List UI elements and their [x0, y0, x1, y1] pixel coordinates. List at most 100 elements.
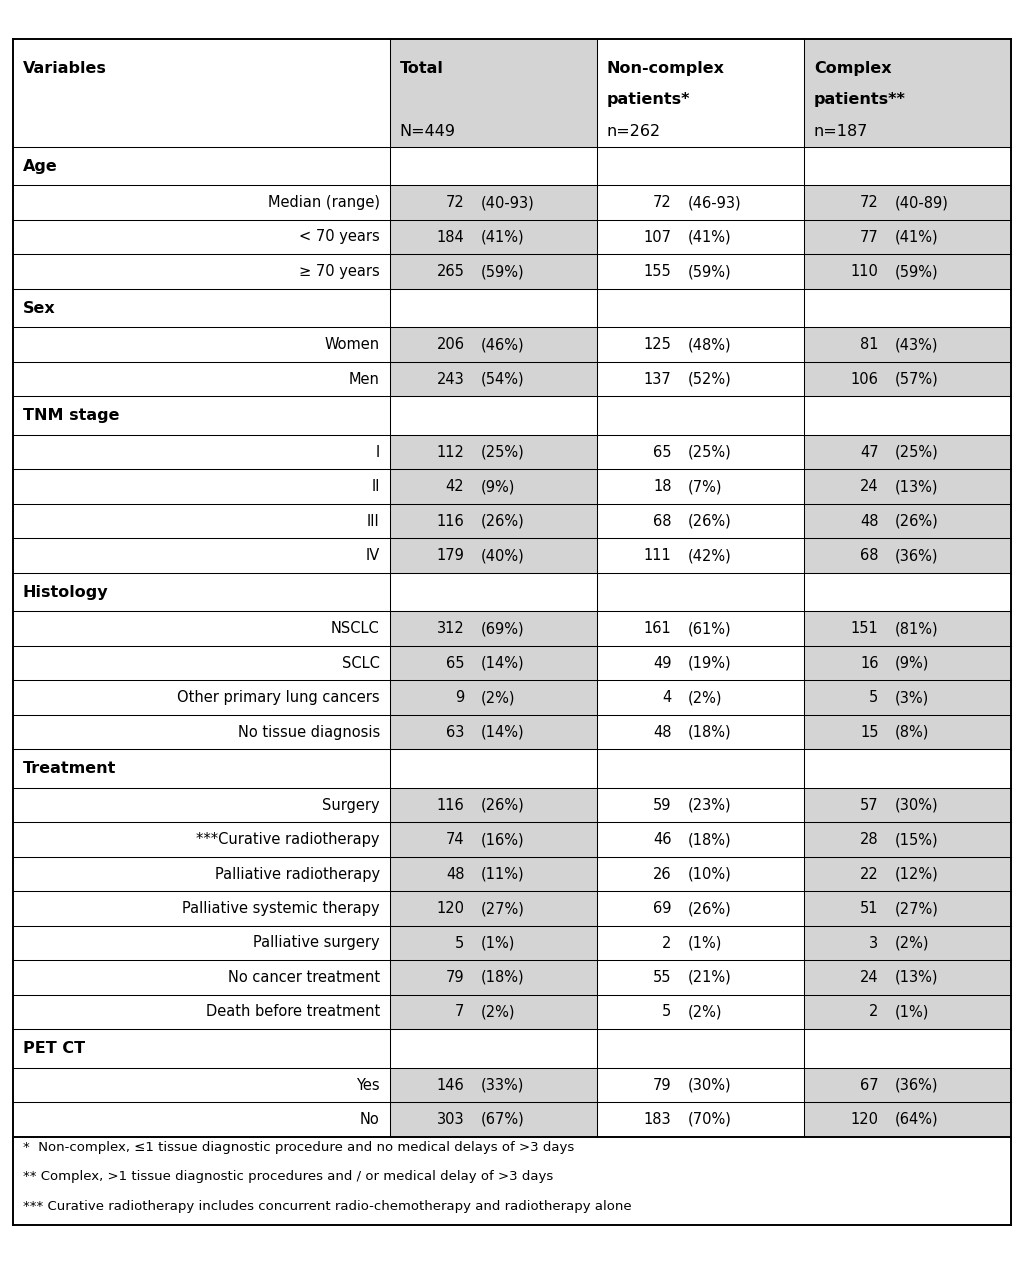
Text: Other primary lung cancers: Other primary lung cancers — [177, 689, 380, 705]
Bar — [597, 361, 804, 397]
Bar — [597, 715, 804, 749]
Text: 79: 79 — [445, 971, 465, 985]
Bar — [597, 681, 804, 715]
Bar — [390, 186, 597, 220]
Bar — [13, 572, 1011, 612]
Text: 65: 65 — [653, 444, 672, 459]
Text: 2: 2 — [663, 935, 672, 950]
Text: I: I — [376, 444, 380, 459]
Bar — [597, 254, 804, 289]
Text: Palliative radiotherapy: Palliative radiotherapy — [215, 866, 380, 881]
Text: 9: 9 — [455, 689, 465, 705]
Text: (23%): (23%) — [687, 798, 731, 813]
Text: 2: 2 — [869, 1005, 879, 1019]
Text: (26%): (26%) — [687, 901, 731, 916]
Text: Yes: Yes — [356, 1077, 380, 1093]
Text: 5: 5 — [663, 1005, 672, 1019]
Bar — [804, 1103, 1011, 1137]
Text: 106: 106 — [851, 371, 879, 387]
Text: NSCLC: NSCLC — [331, 621, 380, 636]
Text: III: III — [367, 514, 380, 528]
Bar — [390, 681, 597, 715]
Bar — [390, 892, 597, 926]
Text: 112: 112 — [436, 444, 465, 459]
Text: (18%): (18%) — [687, 725, 731, 739]
Bar — [804, 361, 1011, 397]
Bar — [597, 220, 804, 254]
Text: 22: 22 — [860, 866, 879, 881]
Text: SCLC: SCLC — [342, 655, 380, 670]
Text: 151: 151 — [851, 621, 879, 636]
Text: (26%): (26%) — [895, 514, 938, 528]
Text: (40-93): (40-93) — [480, 195, 535, 210]
Text: (1%): (1%) — [480, 935, 515, 950]
Bar — [390, 361, 597, 397]
Text: (43%): (43%) — [895, 337, 938, 352]
Text: (30%): (30%) — [895, 798, 938, 813]
Bar — [597, 857, 804, 892]
Text: No tissue diagnosis: No tissue diagnosis — [238, 725, 380, 739]
Text: 15: 15 — [860, 725, 879, 739]
Text: 72: 72 — [860, 195, 879, 210]
Text: Palliative surgery: Palliative surgery — [253, 935, 380, 950]
Bar — [13, 1103, 390, 1137]
Bar — [13, 220, 390, 254]
Text: (21%): (21%) — [687, 971, 731, 985]
Bar — [804, 892, 1011, 926]
Bar — [390, 822, 597, 857]
Text: II: II — [372, 480, 380, 494]
Text: (1%): (1%) — [687, 935, 722, 950]
Text: (15%): (15%) — [895, 832, 938, 847]
Text: No cancer treatment: No cancer treatment — [227, 971, 380, 985]
Text: 18: 18 — [653, 480, 672, 494]
Text: (26%): (26%) — [480, 514, 524, 528]
Bar — [804, 822, 1011, 857]
Bar — [390, 469, 597, 504]
Text: 24: 24 — [860, 480, 879, 494]
Bar — [390, 715, 597, 749]
Text: (41%): (41%) — [687, 229, 731, 244]
Text: IV: IV — [366, 548, 380, 563]
Text: (25%): (25%) — [687, 444, 731, 459]
Text: 4: 4 — [663, 689, 672, 705]
Bar — [390, 926, 597, 960]
Text: 77: 77 — [860, 229, 879, 244]
Bar — [804, 327, 1011, 361]
Text: (61%): (61%) — [687, 621, 731, 636]
Text: 161: 161 — [644, 621, 672, 636]
Bar — [597, 646, 804, 681]
Text: 125: 125 — [644, 337, 672, 352]
Bar — [804, 612, 1011, 646]
Bar — [390, 995, 597, 1029]
Bar — [597, 787, 804, 822]
Bar — [13, 435, 390, 469]
Text: (9%): (9%) — [480, 480, 515, 494]
Text: 183: 183 — [644, 1112, 672, 1127]
Bar — [13, 822, 390, 857]
Bar — [804, 186, 1011, 220]
Text: ***Curative radiotherapy: ***Curative radiotherapy — [197, 832, 380, 847]
Text: (40%): (40%) — [480, 548, 524, 563]
Text: Complex: Complex — [814, 61, 892, 76]
Text: (33%): (33%) — [480, 1077, 523, 1093]
Bar — [13, 186, 390, 220]
Bar — [13, 1067, 390, 1103]
Text: No: No — [360, 1112, 380, 1127]
Text: (52%): (52%) — [687, 371, 731, 387]
Text: 51: 51 — [860, 901, 879, 916]
Text: 7: 7 — [455, 1005, 465, 1019]
Bar — [390, 612, 597, 646]
Bar — [13, 146, 1011, 186]
Bar — [804, 646, 1011, 681]
Bar — [804, 38, 1011, 146]
Bar — [13, 504, 390, 538]
Text: (2%): (2%) — [687, 1005, 722, 1019]
Text: (13%): (13%) — [895, 480, 938, 494]
Text: ** Complex, >1 tissue diagnostic procedures and / or medical delay of >3 days: ** Complex, >1 tissue diagnostic procedu… — [23, 1170, 553, 1183]
Text: 16: 16 — [860, 655, 879, 670]
Bar — [804, 995, 1011, 1029]
Text: *** Curative radiotherapy includes concurrent radio-chemotherapy and radiotherap: *** Curative radiotherapy includes concu… — [23, 1199, 632, 1212]
Text: (41%): (41%) — [895, 229, 938, 244]
Bar — [13, 1029, 1011, 1067]
Bar — [597, 435, 804, 469]
